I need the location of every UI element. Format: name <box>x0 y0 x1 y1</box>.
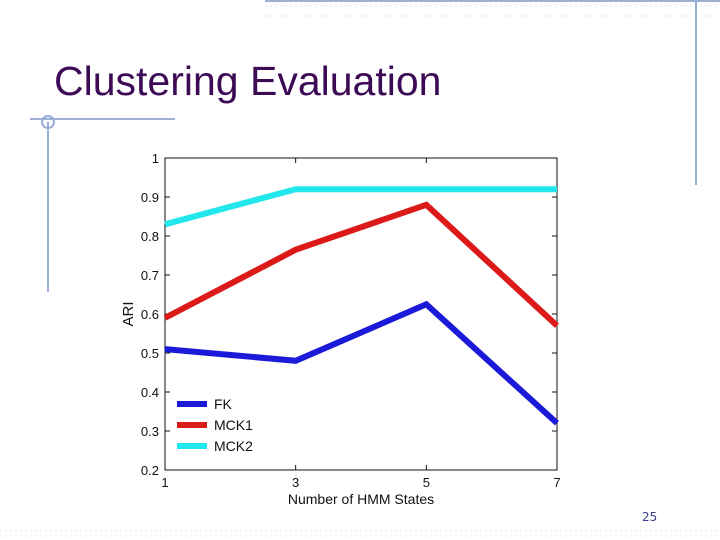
y-tick-label: 1 <box>152 151 159 166</box>
series-line-mck2 <box>164 186 557 228</box>
x-tick-label: 3 <box>292 475 299 490</box>
y-tick-label: 0.3 <box>141 424 159 439</box>
page-number: 25 <box>642 510 658 524</box>
x-tick-label: 7 <box>553 475 560 490</box>
y-tick-label: 0.7 <box>141 268 159 283</box>
y-axis-label: ARI <box>120 301 137 326</box>
y-tick-label: 0.2 <box>141 463 159 478</box>
x-tick-label: 1 <box>161 475 168 490</box>
x-tick-label: 5 <box>423 475 430 490</box>
legend-label-mck2: MCK2 <box>214 438 253 454</box>
x-axis-label: Number of HMM States <box>288 491 434 507</box>
legend-label-mck1: MCK1 <box>214 417 253 433</box>
legend-label-fk: FK <box>214 396 233 412</box>
y-tick-label: 0.8 <box>141 229 159 244</box>
series-line-fk <box>164 300 560 426</box>
y-tick-label: 0.9 <box>141 190 159 205</box>
y-tick-label: 0.4 <box>141 385 159 400</box>
y-tick-label: 0.6 <box>141 307 159 322</box>
series-line-mck1 <box>163 201 560 328</box>
y-tick-label: 0.5 <box>141 346 159 361</box>
plot-area <box>164 157 558 471</box>
slide-title: Clustering Evaluation <box>54 58 442 104</box>
